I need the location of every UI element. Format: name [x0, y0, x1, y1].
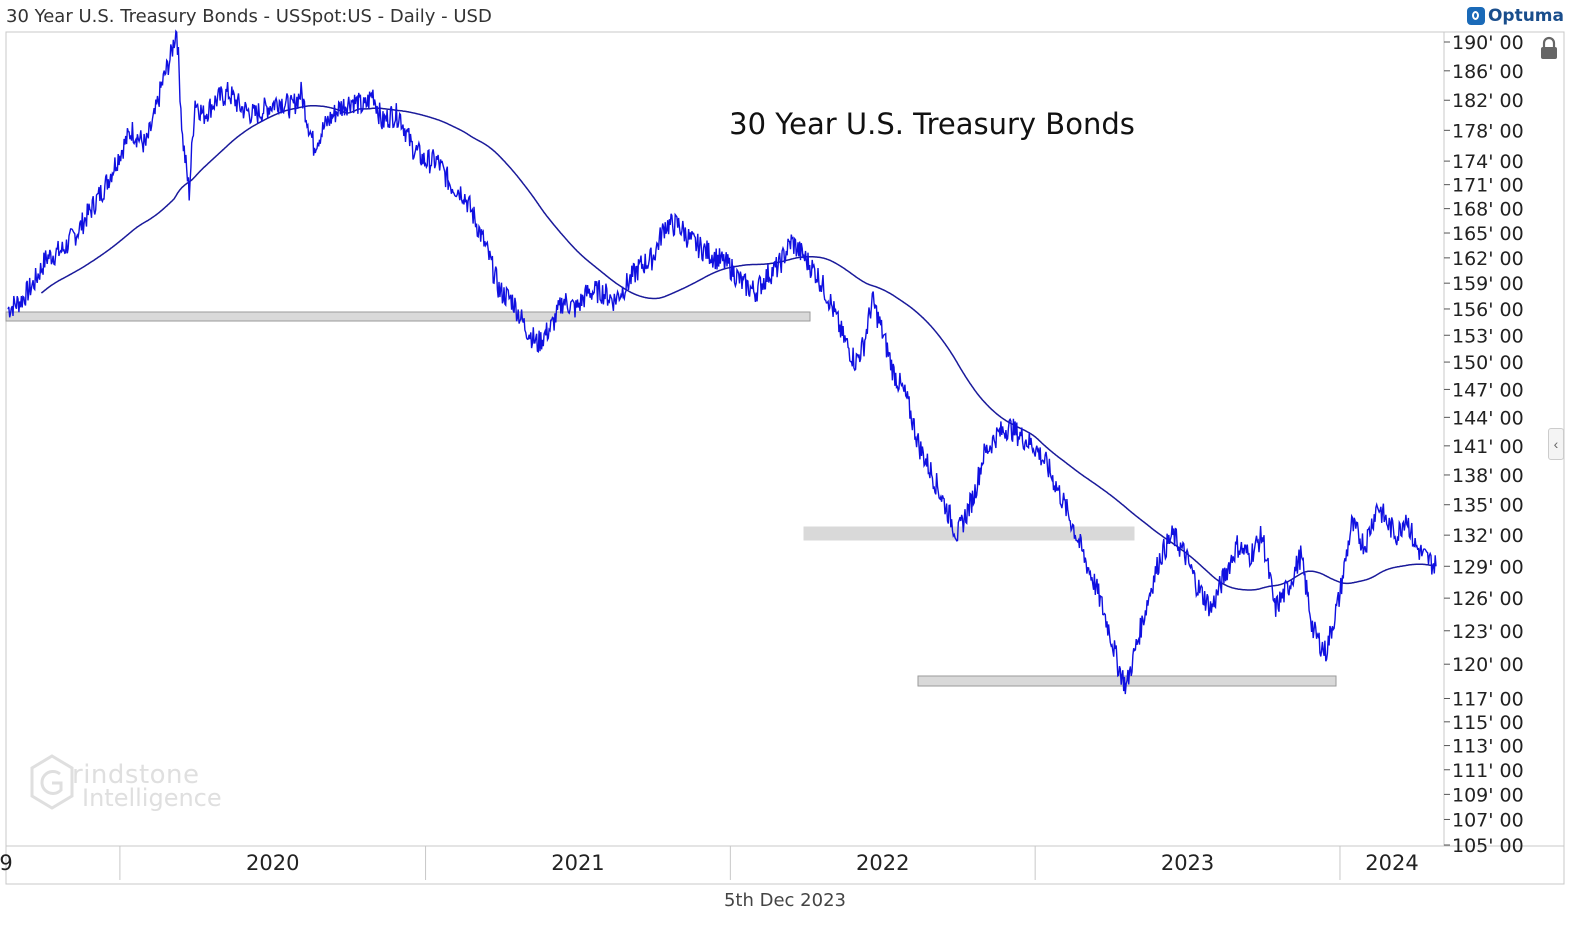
y-tick-label: 153' 00 — [1452, 325, 1524, 347]
lock-icon[interactable] — [1540, 36, 1558, 60]
optuma-logo: Optuma — [1466, 4, 1564, 28]
watermark-line1: rindstone — [72, 760, 200, 790]
y-tick-label: 126' 00 — [1452, 588, 1524, 610]
grindstone-watermark: rindstone Intelligence — [28, 752, 258, 816]
resistance-zone-2022 — [803, 526, 1135, 541]
y-tick-label: 186' 00 — [1452, 61, 1524, 83]
y-tick-label: 117' 00 — [1452, 688, 1524, 710]
y-tick-label: 171' 00 — [1452, 175, 1524, 197]
y-tick-label: 135' 00 — [1452, 495, 1524, 517]
chevron-left-icon[interactable]: ‹ — [1548, 428, 1564, 460]
date-axis: 9 2020 2021 2022 2023 2024 — [0, 846, 1419, 880]
y-tick-label: 159' 00 — [1452, 273, 1524, 295]
y-tick-label: 150' 00 — [1452, 352, 1524, 374]
y-tick-label: 190' 00 — [1452, 32, 1524, 54]
x-tick-label: 2020 — [246, 851, 299, 875]
chart-date-label: 5th Dec 2023 — [723, 890, 846, 911]
x-tick-label: 2022 — [856, 851, 909, 875]
y-tick-label: 144' 00 — [1452, 407, 1524, 429]
y-tick-label: 111' 00 — [1452, 760, 1524, 782]
y-tick-label: 178' 00 — [1452, 120, 1524, 142]
y-tick-label: 109' 00 — [1452, 784, 1524, 806]
chart-title: 30 Year U.S. Treasury Bonds — [729, 107, 1135, 141]
y-tick-label: 141' 00 — [1452, 436, 1524, 458]
y-tick-label: 129' 00 — [1452, 556, 1524, 578]
y-tick-label: 138' 00 — [1452, 465, 1524, 487]
moving-average-line — [40, 104, 1436, 591]
watermark-line2: Intelligence — [82, 784, 222, 812]
price-series-line — [7, 29, 1437, 695]
chart-header: 30 Year U.S. Treasury Bonds - USSpot:US … — [0, 0, 1586, 32]
y-tick-label: 107' 00 — [1452, 809, 1524, 831]
y-tick-label: 162' 00 — [1452, 248, 1524, 270]
y-tick-label: 123' 00 — [1452, 621, 1524, 643]
x-tick-label: 2021 — [551, 851, 604, 875]
y-tick-label: 174' 00 — [1452, 151, 1524, 173]
y-tick-label: 147' 00 — [1452, 379, 1524, 401]
y-tick-label: 113' 00 — [1452, 736, 1524, 758]
optuma-logo-text: Optuma — [1487, 6, 1564, 26]
optuma-logo-icon — [1466, 7, 1485, 25]
grindstone-logo-icon — [30, 754, 74, 810]
y-tick-label: 182' 00 — [1452, 90, 1524, 112]
y-tick-label: 168' 00 — [1452, 199, 1524, 221]
y-tick-label: 156' 00 — [1452, 299, 1524, 321]
price-axis: 190' 00 186' 00 182' 00 178' 00 174' 00171' … — [1444, 32, 1524, 857]
y-tick-label: 105' 00 — [1452, 835, 1524, 857]
chart-symbol-title: 30 Year U.S. Treasury Bonds - USSpot:US … — [6, 6, 492, 27]
x-tick-label: 2024 — [1365, 851, 1418, 875]
support-zone-2021 — [5, 311, 811, 322]
y-tick-label: 120' 00 — [1452, 654, 1524, 676]
plot-frame — [5, 31, 1565, 885]
y-tick-label: 165' 00 — [1452, 223, 1524, 245]
y-tick-label: 115' 00 — [1452, 712, 1524, 734]
y-tick-label: 132' 00 — [1452, 525, 1524, 547]
x-tick-label: 9 — [0, 851, 13, 875]
x-tick-label: 2023 — [1161, 851, 1214, 875]
